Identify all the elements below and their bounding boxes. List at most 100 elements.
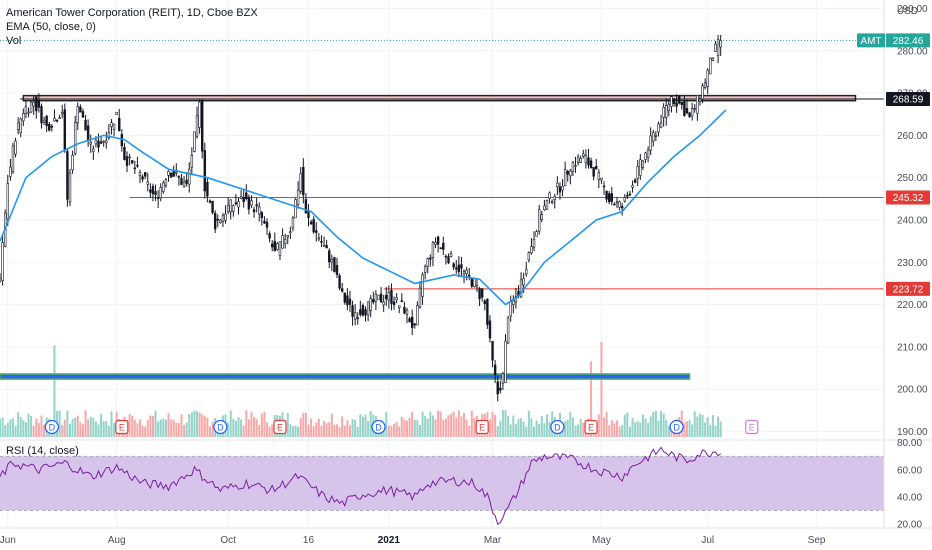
candle-body [426,258,429,267]
volume-bar [196,411,199,437]
candle-body [151,186,155,195]
candle-body [1,242,4,281]
time-tick-label: Sep [808,535,826,546]
candle-body [29,101,33,113]
candle-body [260,212,264,219]
volume-bar [411,411,414,437]
horizontal-levels[interactable] [0,39,884,290]
volume-bar [704,422,707,437]
volume-bar [242,425,245,437]
volume-bar [338,427,341,437]
candle-body [125,156,129,166]
volume-bar [685,421,688,437]
volume-bar [203,416,206,437]
volume-bar [717,416,720,437]
candle-body [291,217,295,229]
volume-bar [600,341,603,437]
volume-bar [631,417,634,437]
candle-body [553,196,556,201]
volume-bar [229,410,232,437]
volume-bar [286,412,289,437]
candle-body [657,123,660,133]
candle-body [685,108,689,114]
candle-body [55,120,59,122]
symbol-legend[interactable]: American Tower Corporation (REIT), 1D, C… [6,6,258,20]
volume-bar [494,414,497,437]
candle-body [434,242,437,245]
candle-body [24,106,28,114]
price-zones[interactable] [0,94,857,380]
volume-bar [499,420,502,437]
candle-body [198,101,201,128]
candle-body [548,192,551,199]
candle-body [61,112,64,115]
candle-body [563,169,567,187]
volume-bar [626,412,629,437]
volume-bar [367,421,370,437]
volume-bar [310,418,313,437]
candle-body [37,100,41,108]
volume-bar [512,415,515,437]
candle-body [123,146,126,160]
candle-body [408,318,411,323]
price-tick-label: 200.00 [897,385,928,396]
volume-bar [113,423,116,437]
volume-bar [711,414,714,437]
candle-body [605,190,608,200]
candle-body [496,381,499,395]
volume-bar [87,419,90,437]
candle-body [79,106,82,113]
volume-bar [641,414,644,437]
candle-body [561,185,564,191]
candle-body [348,298,352,305]
volume-bar [564,421,567,437]
candle-body [190,155,194,168]
volume-bar [234,420,237,437]
vol-label: Vol [6,35,22,47]
candle-body [491,341,494,361]
candle-body [359,309,362,315]
volume-bar [348,425,351,437]
candle-body [216,218,219,221]
candle-body [346,295,349,306]
volume-bar [37,423,40,437]
volume-bar [304,412,307,437]
earnings-marker-label: E [749,423,755,433]
candle-body [680,102,683,105]
candle-body [460,264,463,269]
ema-legend[interactable]: EMA (50, close, 0) [6,20,96,34]
volume-bar [32,425,35,437]
price-tick-label: 220.00 [897,300,928,311]
volume-bar [237,417,240,437]
volume-bar [317,418,320,437]
candle-body [416,305,419,326]
candle-body [159,187,162,199]
last-price-tag [886,33,930,48]
candle-body [405,309,409,315]
volume-bar [535,420,538,437]
currency-label: USD [897,6,918,17]
volume-bar [330,413,333,437]
candle-body [449,253,453,257]
candle-body [226,205,230,213]
earnings-marker [115,419,129,435]
rsi-tick-label: 20.00 [897,519,922,530]
candle-body [299,173,302,192]
candle-body [413,323,416,326]
candle-body [309,221,313,225]
volume-bar [657,420,660,437]
candle-body [97,140,100,148]
volume-bar [571,417,574,437]
candle-body [421,274,424,297]
vol-legend[interactable]: Vol [6,34,21,48]
rsi-legend[interactable]: RSI (14, close) [6,444,79,458]
candle-body [11,145,15,172]
candle-body [701,85,704,100]
volume-bar [94,421,97,437]
candle-body [398,305,401,309]
volume-bar [665,420,668,437]
candle-body [473,278,476,287]
candle-body [169,173,173,178]
